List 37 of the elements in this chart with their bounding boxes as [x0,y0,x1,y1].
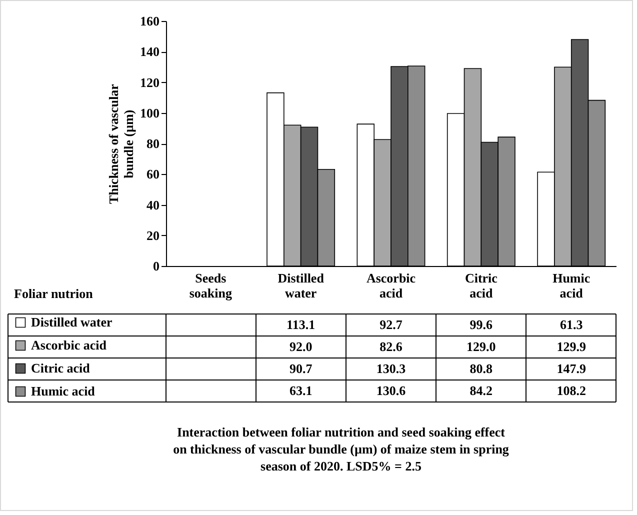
data-label: 129.9 [556,339,586,354]
y-tick-label: 0 [153,258,160,274]
legend-label: Distilled water [31,314,112,330]
x-tick-label: Citric acid [464,270,498,300]
data-label: 84.2 [470,383,493,398]
data-label: 92.0 [289,339,312,354]
y-tick-label: 160 [140,14,160,28]
y-axis-title: Thickness of vascular bundle (µm) [106,84,136,204]
data-label: 108.2 [556,383,586,398]
data-label: 130.3 [376,361,406,376]
y-tick-label: 40 [146,197,160,212]
data-label: 147.9 [556,361,586,376]
y-tick-label: 120 [140,74,160,90]
x-tick-label: Ascorbic acid [366,270,416,300]
data-label: 130.6 [376,383,406,398]
data-label: 90.7 [289,361,313,376]
x-tick-label: Humic acid [552,270,590,300]
y-tick-label: 80 [146,136,160,151]
data-label: 113.1 [286,317,316,332]
data-label: 61.3 [560,317,584,332]
data-label: 80.8 [470,361,494,376]
legend-title: Foliar nutrion [14,286,94,301]
y-tick-label: 60 [146,166,160,182]
data-label: 63.1 [289,383,312,398]
data-label: 82.6 [380,339,403,354]
legend-label: Citric acid [31,360,91,376]
y-tick-label: 100 [140,105,160,120]
legend-label: Ascorbic acid [31,338,108,352]
data-label: 129.0 [466,339,496,354]
data-label: 92.7 [380,317,403,332]
y-tick-label: 140 [140,44,160,60]
legend-label: Humic acid [31,384,96,398]
data-label: 99.6 [470,317,494,332]
text: Interaction between foliar nutrition and seed soaking effect on thickness of vascular bundle (µm) of maize stem in spring season of 2020. LSD5% = 2.5 [173,424,509,474]
x-tick-label: Distilled water [278,270,325,300]
x-tick-label: Seeds soaking [189,270,232,300]
y-tick-label: 20 [146,228,160,243]
